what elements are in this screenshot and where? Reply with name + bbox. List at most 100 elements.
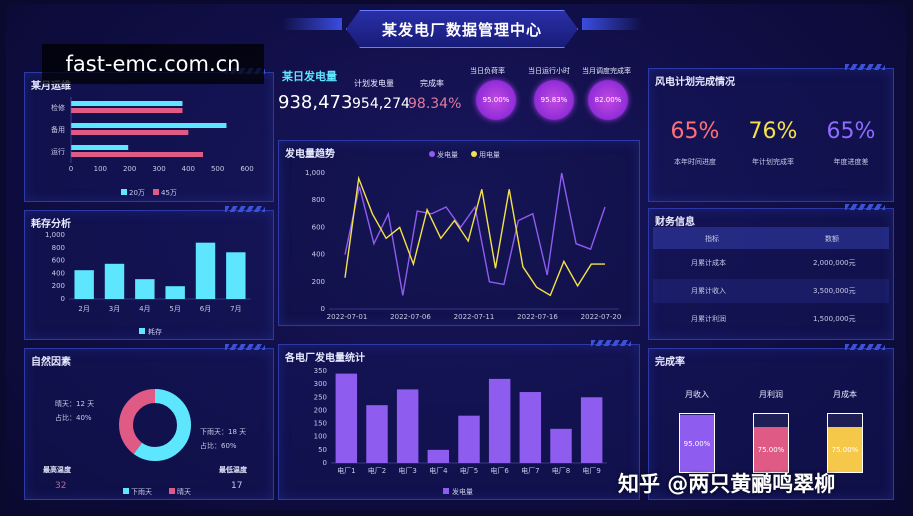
category-label: 运行 [51, 147, 65, 156]
plant-panel: 各电厂发电量统计 0 50 100 150 200 250 300 350 电厂1 电厂2 电厂3 电… [278, 340, 640, 500]
gauge-label: 当月调度完成率 [582, 67, 631, 75]
storage-panel-title: 耗存分析 [31, 219, 71, 230]
x-tick-label: 2022-07-11 [454, 313, 495, 321]
title-wing-left [282, 18, 342, 30]
gauge-circle: 95.83% [534, 80, 574, 120]
legend-label: 耗存 [148, 327, 162, 336]
legend-swatch [443, 488, 449, 494]
bar [366, 405, 388, 463]
y-tick-label: 250 [314, 393, 327, 401]
y-tick-label: 300 [314, 380, 327, 388]
x-tick-label: 2022-07-20 [581, 313, 622, 321]
trend-panel-title: 发电量趋势 [285, 149, 335, 160]
daily-generation-label: 某日发电量 [282, 70, 337, 83]
completion-value: 75.00% [831, 445, 859, 454]
wind-plan-panel-title: 风电计划完成情况 [655, 77, 735, 88]
completion-fill [680, 415, 714, 472]
legend-swatch [169, 488, 175, 494]
completion-bar: 95.00% [679, 413, 715, 473]
x-tick-label: 电厂2 [368, 466, 386, 475]
finance-table-header: 指标 数额 [653, 227, 889, 249]
x-tick-label: 0 [69, 165, 73, 173]
completion-label: 月收入 [685, 390, 709, 399]
x-tick-label: 300 [152, 165, 165, 173]
watermark-top: fast-emc.com.cn [42, 44, 264, 84]
x-tick-label: 5月 [169, 305, 180, 313]
bar [396, 389, 419, 463]
legend-label: 20万 [129, 189, 145, 197]
table-row: 月累计收入 3,500,000元 [653, 279, 889, 303]
finance-cell-amount: 2,000,000元 [813, 259, 856, 267]
finance-panel: 财务信息 指标 数额 月累计成本 2,000,000元 月累计收入 3,500,000… [648, 204, 894, 340]
completion-panel: 完成率 月收入 95.00% 月利润 75.00% 月成本 75.00% [648, 344, 894, 500]
title-wing-right [582, 18, 642, 30]
x-tick-label: 电厂9 [582, 466, 600, 475]
rain-days: 下雨天：18 天 [200, 428, 247, 436]
x-tick-label: 2022-07-16 [517, 313, 558, 321]
legend-label: 45万 [161, 189, 177, 197]
x-tick-label: 400 [182, 165, 195, 173]
x-tick-label: 600 [240, 165, 253, 173]
x-tick-label: 电厂7 [521, 466, 539, 475]
bar [458, 415, 480, 463]
legend-swatch [123, 488, 129, 494]
plant-bar-chart: 0 50 100 150 200 250 300 350 电厂1 电厂2 电厂3 电厂4 电厂5 电厂6 电… [314, 367, 607, 496]
completion-bar: 75.00% [827, 413, 863, 473]
x-tick-label: 3月 [109, 305, 120, 313]
bar [71, 130, 189, 135]
x-tick-label: 电厂1 [337, 466, 355, 475]
x-tick-label: 电厂3 [398, 466, 416, 475]
wind-percent-value: 65% [670, 119, 720, 144]
bar [74, 270, 94, 299]
table-row: 月累计利润 1,500,000元 [653, 307, 889, 331]
y-tick-label: 50 [318, 446, 327, 454]
table-row: 月累计成本 2,000,000元 [653, 251, 889, 275]
rain-ratio: 占比：60% [200, 442, 237, 450]
category-label: 检修 [51, 103, 65, 112]
bar [195, 242, 216, 299]
y-tick-label: 1,000 [45, 231, 65, 239]
finance-header-indicator: 指标 [705, 235, 719, 243]
completion-fill [828, 427, 862, 472]
completion-panel-title: 完成率 [655, 357, 685, 368]
bar [71, 152, 203, 157]
legend-label: 发电量 [452, 487, 473, 496]
title-banner: 某发电厂数据管理中心 [346, 10, 578, 48]
legend-swatch [121, 189, 127, 195]
maintenance-panel-title: 某月运维 [31, 81, 71, 92]
y-tick-label: 800 [52, 244, 65, 252]
completion-rate-label: 完成率 [420, 79, 444, 88]
legend-label: 发电量 [437, 150, 458, 159]
bar [427, 449, 450, 463]
completion-value: 75.00% [757, 445, 785, 454]
gauge-label: 当日运行小时 [528, 67, 570, 75]
max-temp-label: 最高温度 [43, 466, 71, 474]
page-title: 某发电厂数据管理中心 [381, 20, 542, 39]
y-tick-label: 200 [314, 406, 327, 414]
max-temp-value: 32 [55, 481, 67, 491]
x-tick-label: 电厂8 [552, 466, 570, 475]
min-temp-label: 最低温度 [219, 466, 247, 474]
bar [519, 392, 542, 463]
sunny-days: 晴天：12 天 [55, 400, 95, 408]
y-tick-label: 400 [52, 269, 65, 277]
plan-generation-value: 954,274 [352, 96, 410, 112]
y-tick-label: 0 [61, 295, 65, 303]
y-tick-label: 600 [52, 257, 65, 265]
finance-cell-amount: 3,500,000元 [813, 287, 856, 295]
y-tick-label: 800 [312, 196, 325, 204]
watermark-bottom: 知乎 @两只黄鹂鸣翠柳 [618, 472, 836, 496]
bar [135, 279, 155, 299]
bar [71, 145, 129, 150]
bar [104, 263, 125, 299]
series-line [344, 175, 605, 297]
wind-percent-label: 年度进度差 [833, 158, 869, 166]
legend-label: 下雨天 [131, 488, 152, 496]
y-tick-label: 0 [323, 459, 327, 467]
y-tick-label: 150 [314, 420, 327, 428]
finance-cell-indicator: 月累计收入 [691, 287, 726, 295]
legend-swatch [139, 328, 145, 334]
bar [226, 252, 246, 299]
legend-swatch [153, 189, 159, 195]
